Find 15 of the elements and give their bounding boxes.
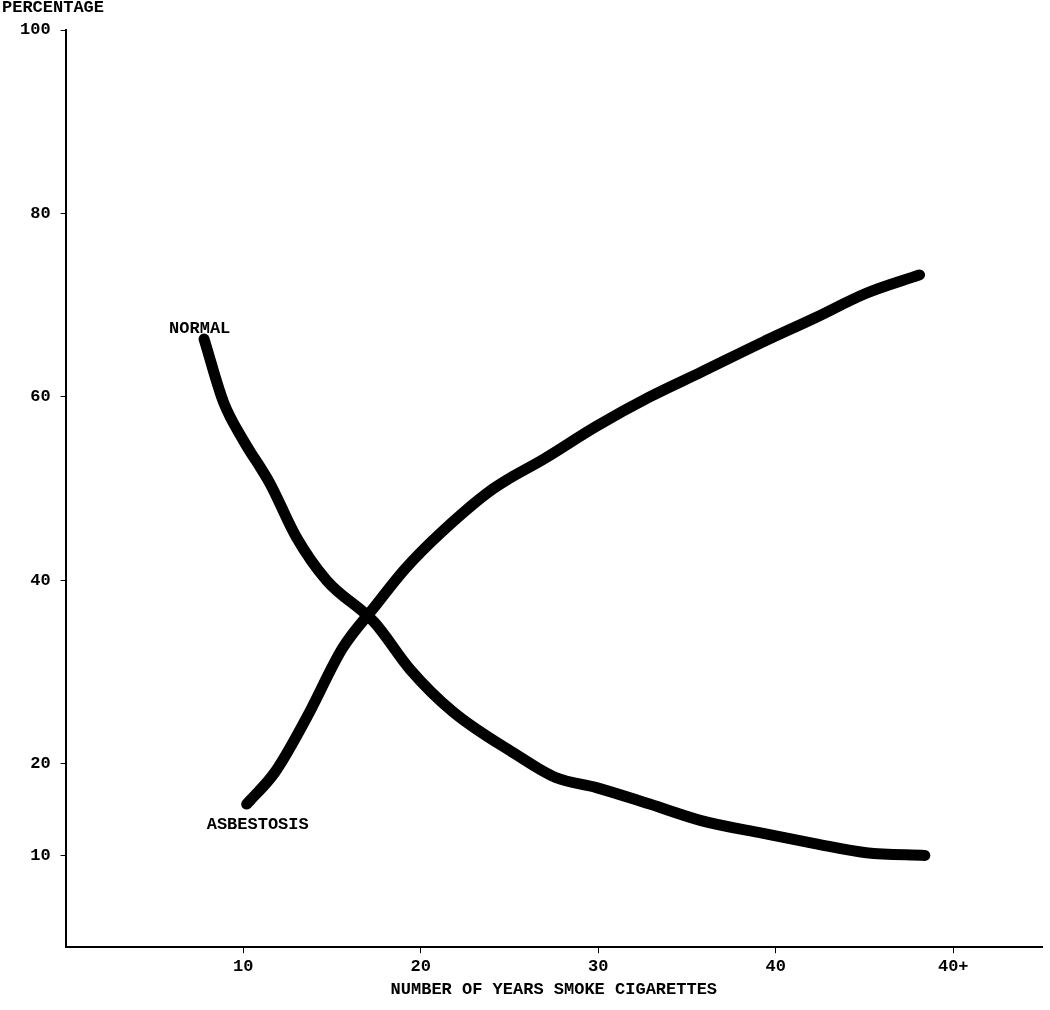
x-tick-label: 20: [410, 956, 431, 976]
x-tick-label: 40+: [937, 956, 969, 976]
y-tick-label: 40: [30, 570, 51, 590]
y-tick-label: 100: [20, 20, 51, 40]
y-tick-label: 20: [30, 754, 51, 774]
x-tick-label: 10: [232, 956, 254, 976]
y-tick-label: 80: [30, 203, 51, 223]
x-axis-title: NUMBER OF YEARS SMOKE CIGARETTES: [390, 980, 718, 1000]
y-axis-title: PERCENTAGE: [2, 0, 105, 17]
y-tick-label: 60: [30, 387, 51, 407]
y-tick-label: 10: [30, 845, 51, 865]
series-label: NORMAL: [169, 318, 231, 338]
x-tick-label: 30: [587, 956, 609, 976]
series-label: ASBESTOSIS: [206, 814, 309, 834]
x-tick-label: 40: [765, 956, 786, 976]
